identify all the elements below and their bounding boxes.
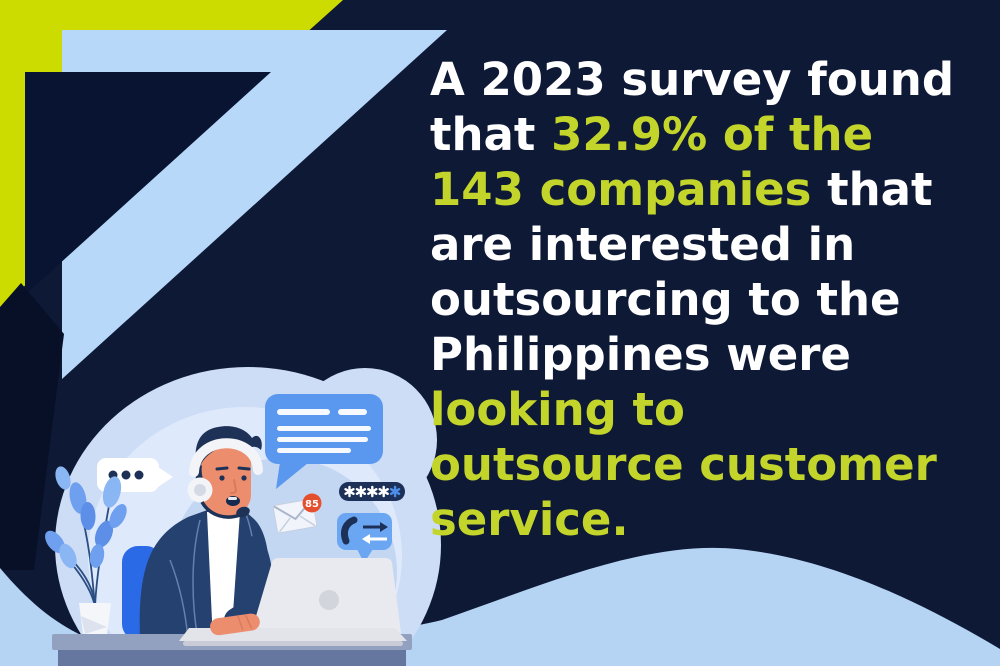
chat-bubble xyxy=(265,394,383,489)
headline-line: are interested in xyxy=(430,217,982,272)
headline-segment: 143 companies xyxy=(430,163,812,216)
nose xyxy=(230,479,238,494)
headline-line: outsourcing to the xyxy=(430,272,982,327)
mic-boom xyxy=(200,501,241,519)
corner-shadow-shape xyxy=(0,283,64,570)
headline-line: service. xyxy=(430,492,982,547)
headline-line: that 32.9% of the xyxy=(430,107,982,162)
right-arrow-icon xyxy=(363,522,388,532)
headline-segment: service. xyxy=(430,493,629,546)
hand xyxy=(210,613,260,636)
headline-segment: 32.9% of the xyxy=(551,108,874,161)
phone-handset-icon xyxy=(340,516,358,545)
face xyxy=(201,443,251,515)
headline-segment: outsource customer xyxy=(430,438,937,491)
hair xyxy=(195,426,262,470)
left-arrow-icon xyxy=(362,534,387,544)
headline-line: A 2023 survey found xyxy=(430,52,982,107)
chat-text-lines xyxy=(277,409,371,453)
headline-segment: are interested in xyxy=(430,218,856,271)
envelope-icon: 85 xyxy=(272,493,322,534)
password-field xyxy=(339,482,405,501)
headline-line: 143 companies that xyxy=(430,162,982,217)
face-features xyxy=(215,466,251,506)
seven-inner-triangle xyxy=(25,72,271,295)
plant xyxy=(45,466,127,634)
desk-front xyxy=(58,650,406,666)
laptop-logo xyxy=(319,590,339,610)
headline-segment: Philippines were xyxy=(430,328,851,381)
headline-segment: that xyxy=(430,108,552,161)
headset-band xyxy=(189,438,263,477)
support-agent xyxy=(139,426,273,642)
headset-icon xyxy=(187,438,263,519)
notification-badge: 85 xyxy=(302,493,322,513)
headline-line: Philippines were xyxy=(430,327,982,382)
call-transfer-bubble xyxy=(337,513,392,563)
headline-segment: outsourcing to the xyxy=(430,273,901,326)
mic-icon xyxy=(236,506,250,518)
headline-line: outsource customer xyxy=(430,437,982,492)
laptop xyxy=(251,558,401,633)
bottom-wave xyxy=(0,547,1000,666)
headline-segment: looking to xyxy=(430,383,685,436)
plant-leaves xyxy=(45,466,127,569)
badge-count: 85 xyxy=(305,499,319,510)
headline: A 2023 survey found that 32.9% of the 143 … xyxy=(430,52,982,547)
headline-segment: A 2023 survey found xyxy=(430,53,955,106)
plant-pot xyxy=(79,603,111,634)
headline-segment: that xyxy=(811,163,933,216)
headline-line: looking to xyxy=(430,382,982,437)
